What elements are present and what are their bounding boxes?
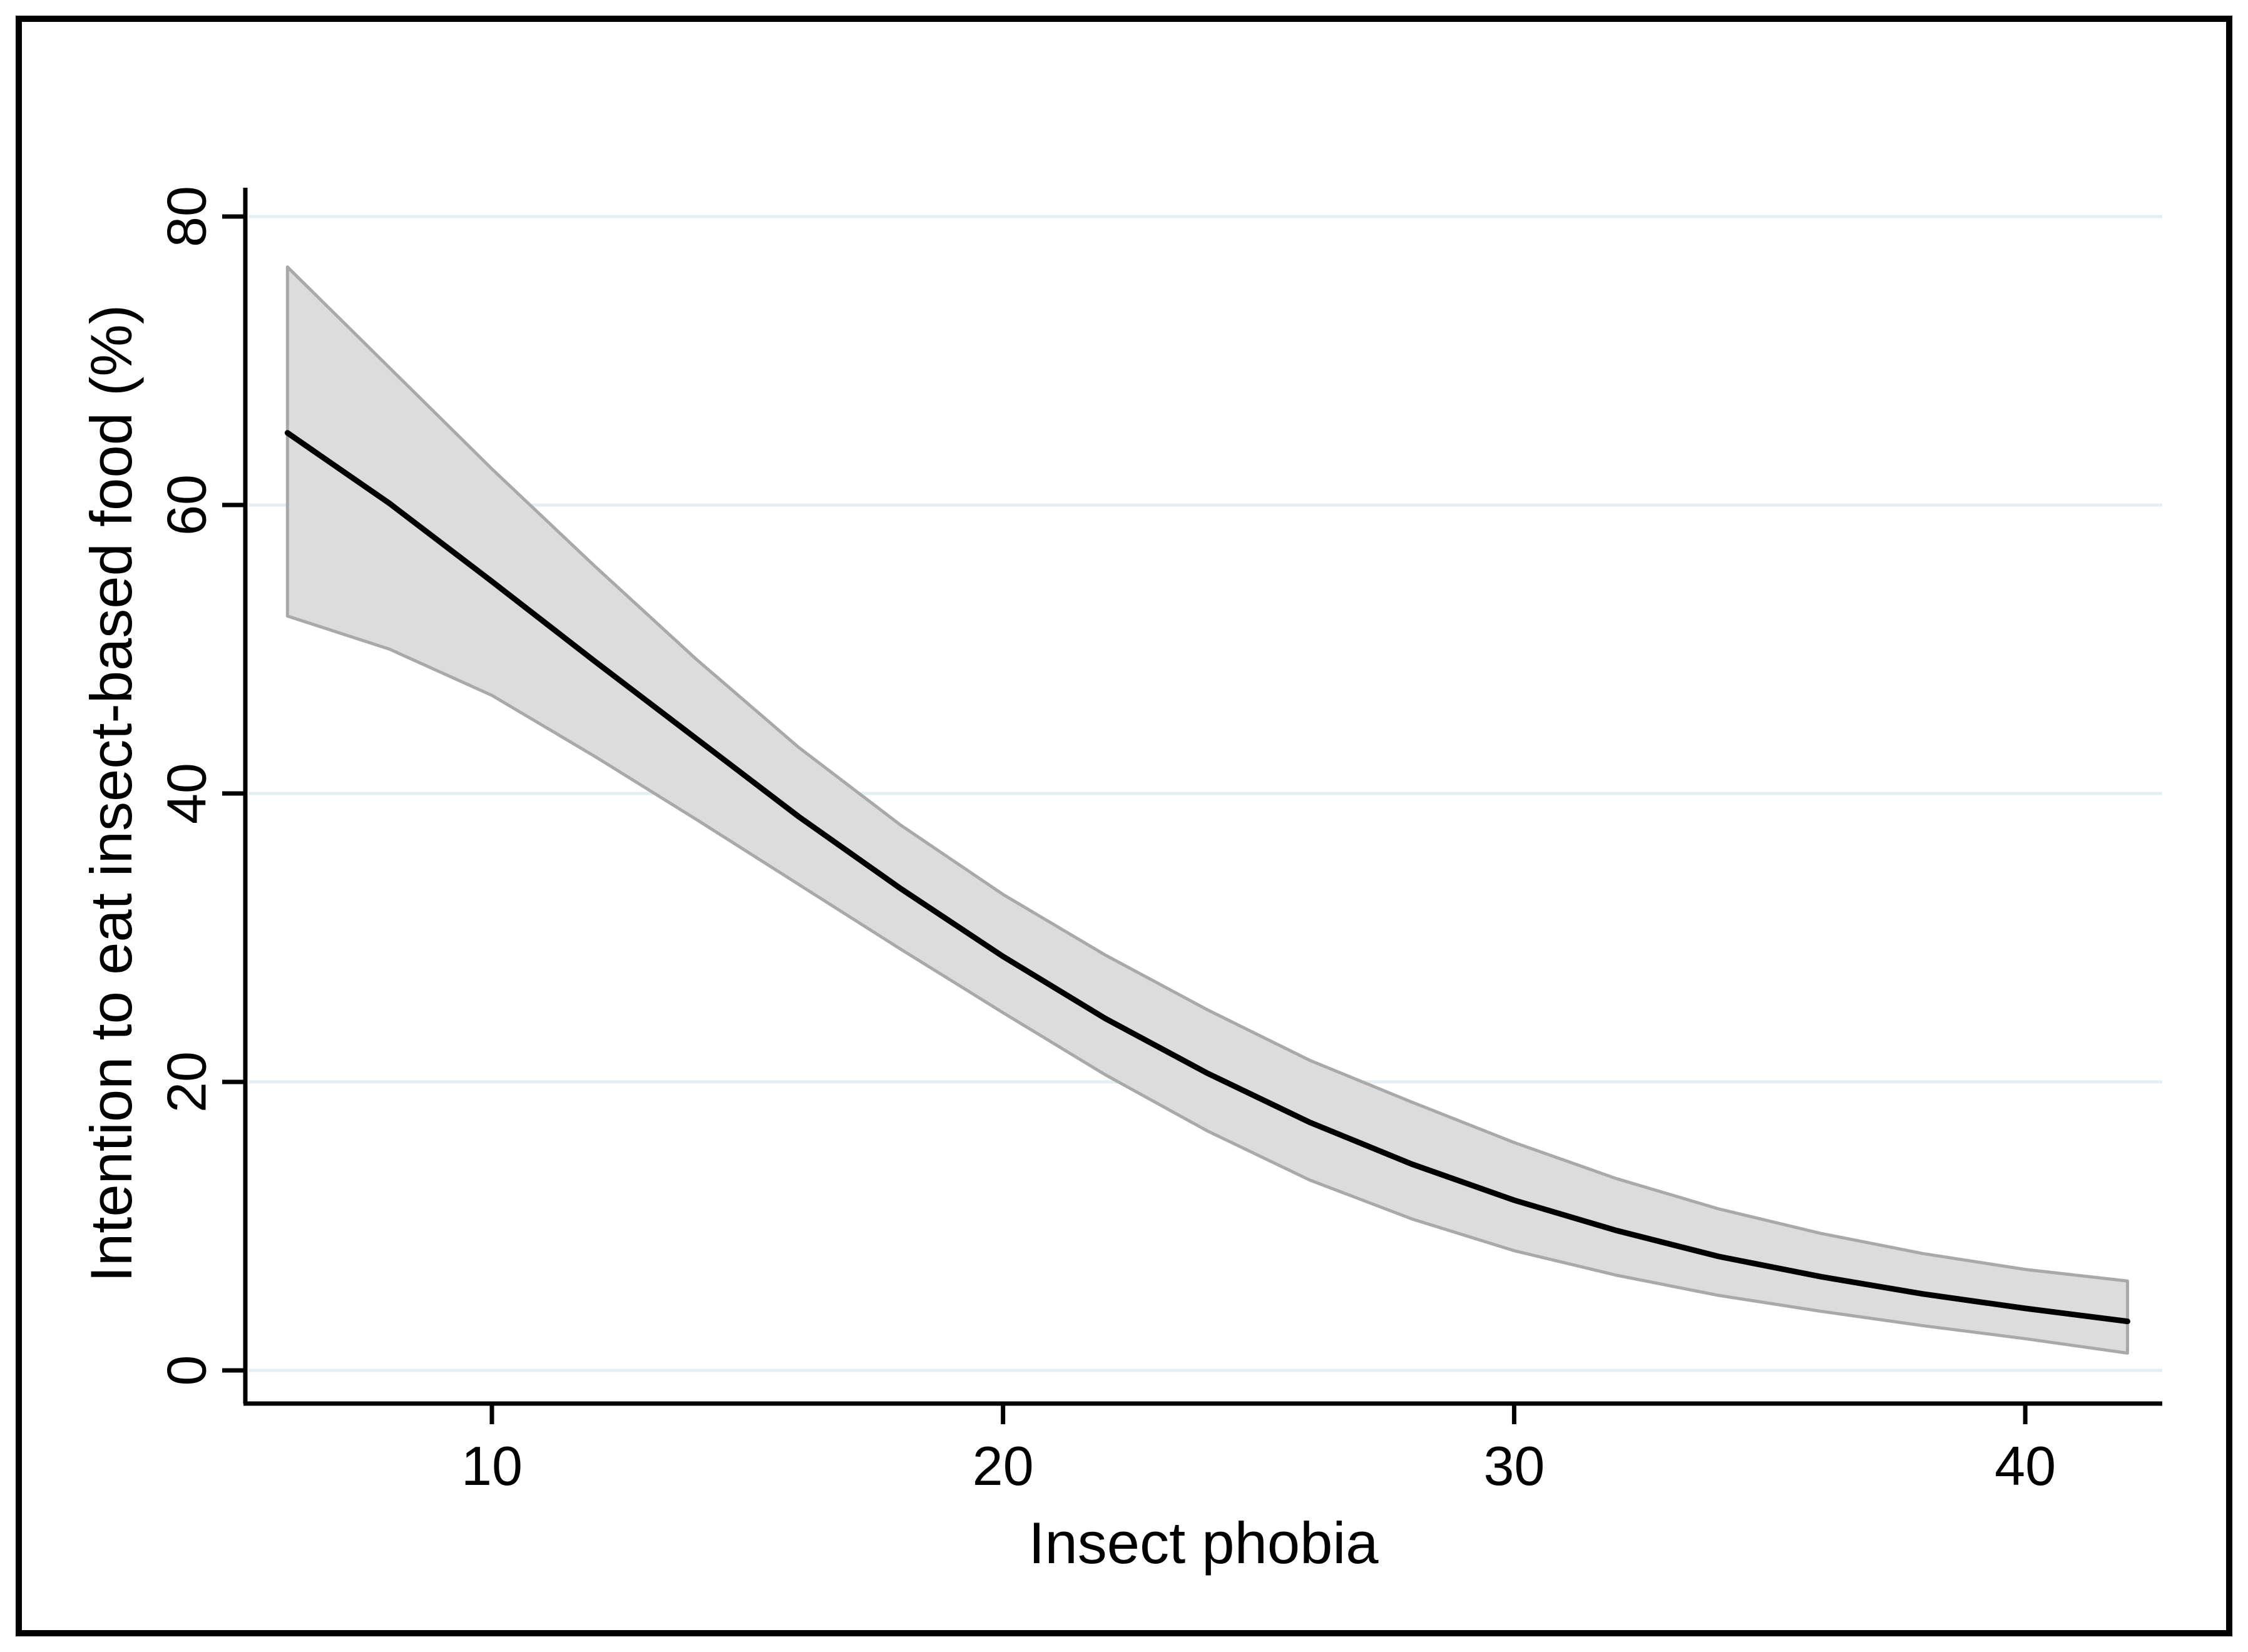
y-tick-label-0: 0 (156, 1355, 218, 1386)
ci-band-area (285, 265, 2129, 1355)
x-tick-label-10: 10 (461, 1435, 523, 1497)
tick-marks-and-labels: 0 20 40 60 80 10 20 30 40 (156, 186, 2056, 1497)
figure-border (16, 16, 2232, 1636)
prediction-line (284, 430, 2130, 1325)
confidence-band (285, 265, 2129, 1355)
x-tick-label-20: 20 (973, 1435, 1034, 1497)
x-axis-title: Insect phobia (1028, 1510, 1379, 1576)
x-tick-label-30: 30 (1483, 1435, 1545, 1497)
y-tick-label-20: 20 (156, 1051, 218, 1113)
y-axis-title: Intention to eat insect-based food (%) (78, 305, 144, 1282)
y-tick-label-60: 60 (156, 474, 218, 536)
x-tick-label-40: 40 (1995, 1435, 2056, 1497)
gridlines (248, 215, 2162, 1372)
y-tick-label-80: 80 (156, 186, 218, 247)
mean-line (284, 430, 2130, 1325)
y-tick-label-40: 40 (156, 763, 218, 824)
axes (243, 188, 2162, 1406)
